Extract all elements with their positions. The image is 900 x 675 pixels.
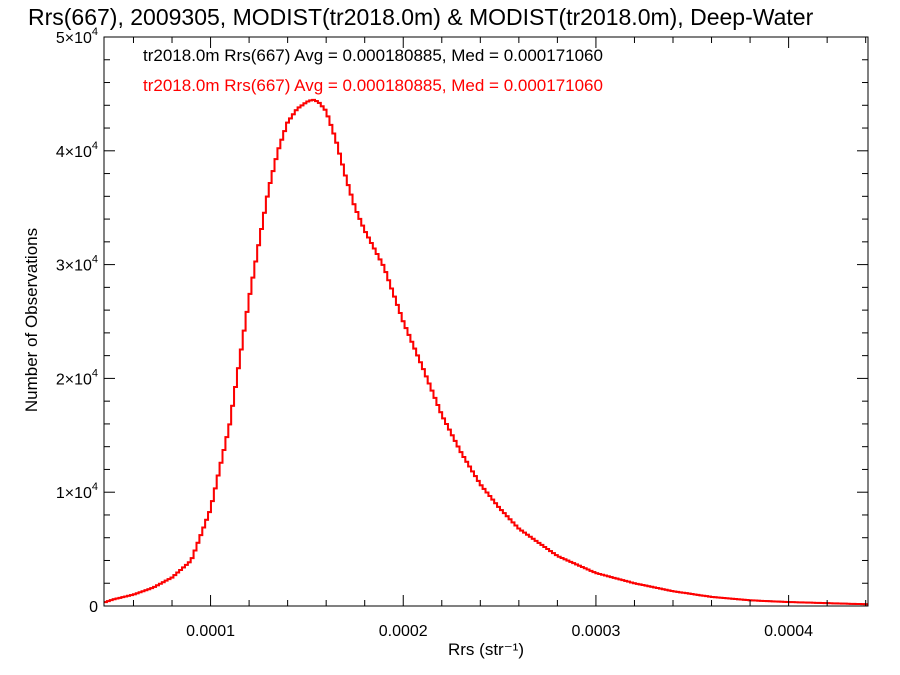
x-axis-title: Rrs (str⁻¹)	[447, 640, 525, 659]
plot-frame	[103, 36, 869, 607]
histogram-series-red	[104, 98, 869, 606]
y-tick-label: 5×104	[56, 26, 98, 47]
x-tick-label: 0.0001	[186, 623, 235, 640]
y-tick-label: 4×104	[56, 140, 98, 161]
histogram-series-black	[104, 99, 868, 606]
x-tick-label: 0.0003	[571, 623, 620, 640]
y-tick-label: 2×104	[56, 367, 98, 388]
y-axis-title: Number of Observations	[22, 227, 41, 413]
y-tick-label: 3×104	[56, 254, 98, 275]
axis-layer: 0.0001 0.0002 0.0003 0.0004 0 1×104 2×104 3×104…	[56, 26, 869, 640]
legend-entry-black: tr2018.0m Rrs(667) Avg = 0.000180885, Me…	[143, 46, 603, 65]
series-layer	[104, 98, 869, 606]
x-tick-label: 0.0004	[764, 623, 813, 640]
legend-entry-red: tr2018.0m Rrs(667) Avg = 0.000180885, Me…	[143, 76, 603, 95]
chart-title: Rrs(667), 2009305, MODIST(tr2018.0m) & M…	[28, 4, 814, 30]
x-tick-label: 0.0002	[379, 623, 428, 640]
y-tick-label: 0	[89, 599, 98, 616]
y-tick-label: 1×104	[56, 481, 98, 502]
